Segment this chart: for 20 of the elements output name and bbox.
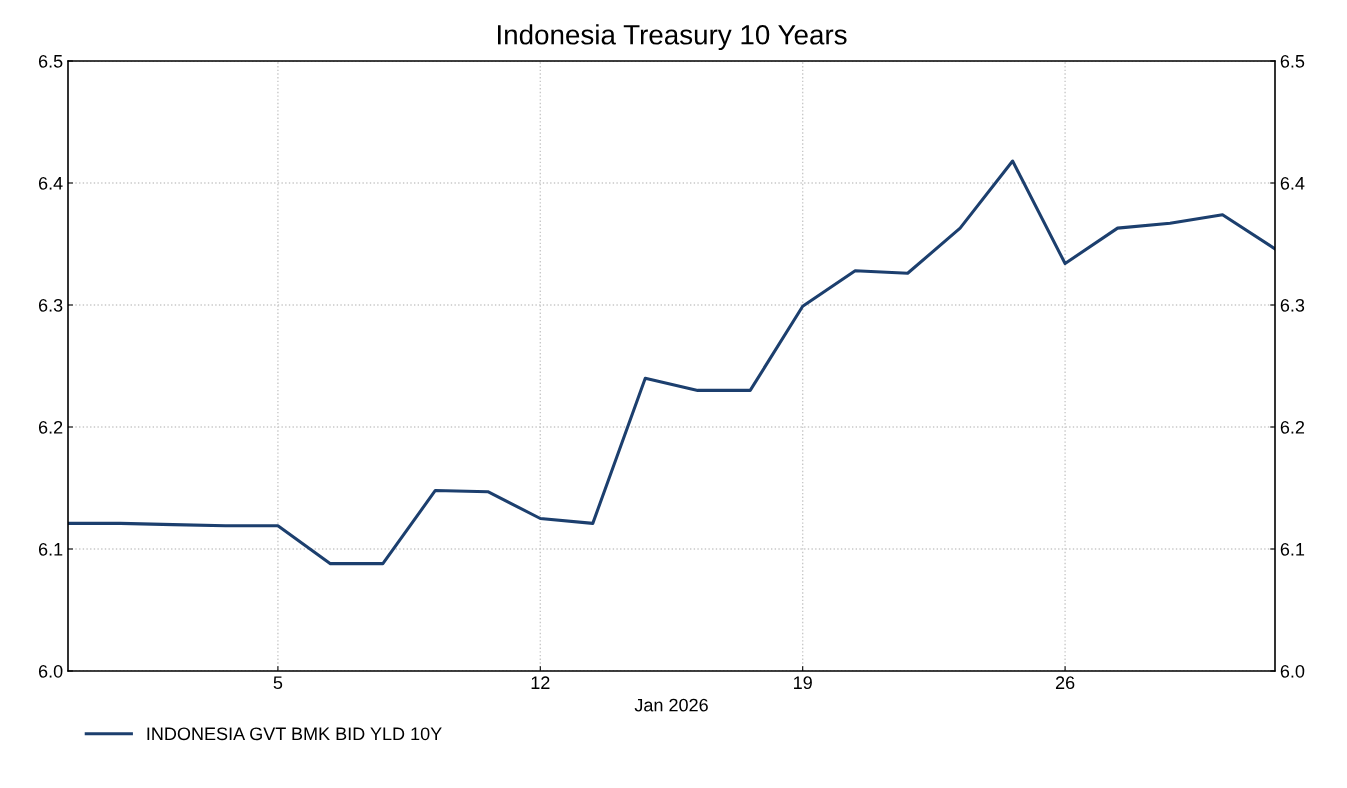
y-tick-label: 6.2 xyxy=(38,420,63,434)
y2-tick-label: 6.1 xyxy=(1280,542,1305,556)
y-tick-label: 6.4 xyxy=(38,176,63,190)
y-tick-label: 6.3 xyxy=(38,298,63,312)
x-axis-title: Jan 2026 xyxy=(634,698,708,712)
y2-tick-label: 6.0 xyxy=(1280,664,1305,678)
y2-tick-label: 6.5 xyxy=(1280,54,1305,68)
x-tick-label: 5 xyxy=(273,676,283,690)
line-series xyxy=(68,159,1275,566)
x-tick-label: 19 xyxy=(794,676,812,690)
y2-tick-label: 6.2 xyxy=(1280,420,1305,434)
y2-tick-label: 6.4 xyxy=(1280,176,1305,190)
legend-label: INDONESIA GVT BMK BID YLD 10Y xyxy=(147,727,442,741)
y2-tick-label: 6.3 xyxy=(1280,298,1305,312)
chart-title: Indonesia Treasury 10 Years xyxy=(498,24,847,51)
x-tick-label: 26 xyxy=(1055,676,1075,690)
y-tick-label: 6.0 xyxy=(38,664,63,678)
x-tick-label: 12 xyxy=(531,676,550,689)
y-tick-label: 6.1 xyxy=(38,542,63,556)
y-tick-label: 6.5 xyxy=(38,54,63,68)
